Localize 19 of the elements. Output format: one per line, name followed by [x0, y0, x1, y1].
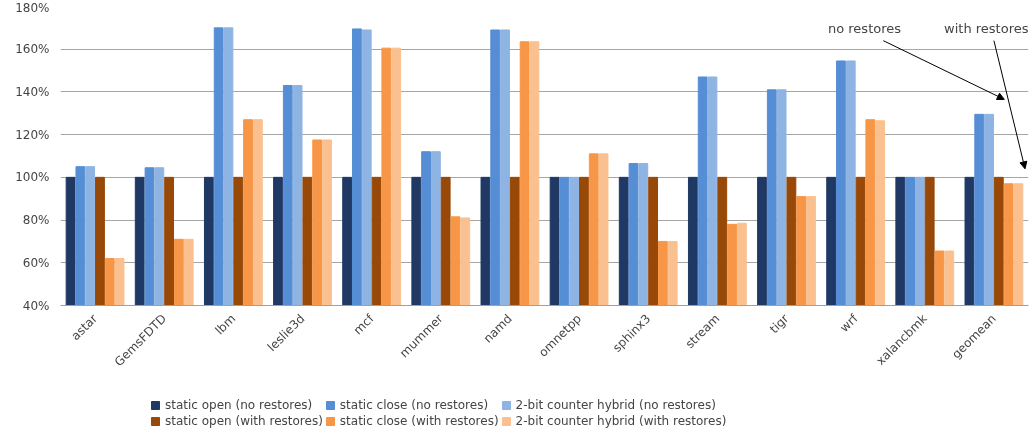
x-tick-label: wrf — [837, 311, 862, 335]
y-tick-label: 160% — [15, 42, 50, 57]
x-tick-label: tigr — [766, 311, 792, 337]
y-tick-label: 80% — [22, 213, 50, 228]
y-tick-label: 140% — [15, 84, 50, 99]
legend-label: static open (no restores) — [165, 398, 313, 412]
y-tick-label: 100% — [15, 170, 50, 185]
legend-label: static open (with restores) — [165, 414, 323, 428]
legend-label: static close (no restores) — [339, 398, 489, 412]
legend-label: 2-bit counter hybrid (with restores) — [515, 414, 727, 428]
legend-label: 2-bit counter hybrid (no restores) — [515, 398, 716, 412]
y-tick-label: 60% — [22, 255, 50, 270]
x-tick-label: lbm — [212, 311, 239, 338]
y-tick-label: 180% — [15, 0, 50, 15]
y-tick-label: 40% — [22, 298, 50, 313]
legend-label: static close (with restores) — [339, 414, 499, 428]
y-tick-label: 120% — [15, 127, 50, 142]
annotation: no restores — [827, 21, 902, 37]
annotation: with restores — [944, 21, 1029, 37]
